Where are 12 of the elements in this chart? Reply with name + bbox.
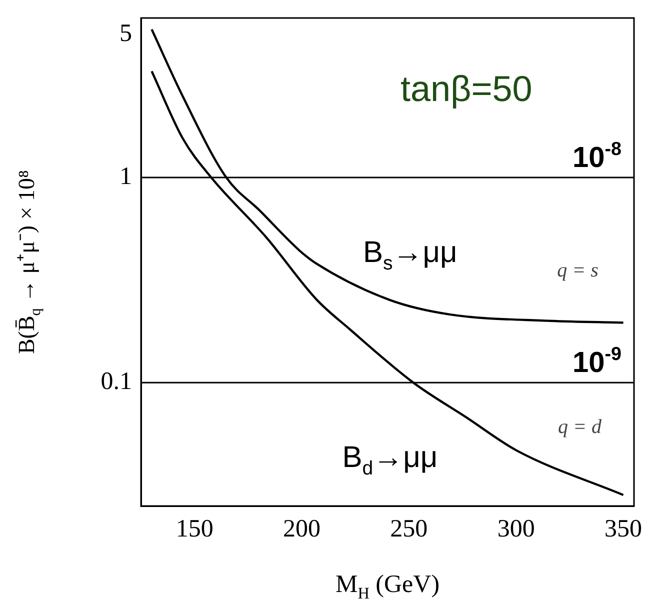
- annotation: tanβ=50: [400, 68, 532, 109]
- y-tick-label: 5: [120, 20, 132, 47]
- y-axis-title: B(B̄q → μ⁺μ⁻) × 10⁸: [14, 170, 44, 354]
- x-tick-label: 350: [604, 516, 642, 543]
- x-tick-label: 300: [497, 516, 535, 543]
- y-tick-label: 1: [120, 163, 132, 190]
- x-tick-label: 150: [176, 516, 214, 543]
- annotation: q = s: [557, 260, 599, 282]
- y-tick-label: 0.1: [100, 368, 132, 396]
- annotation: q = d: [558, 416, 603, 438]
- x-tick-label: 200: [283, 516, 321, 543]
- x-tick-label: 250: [390, 516, 428, 543]
